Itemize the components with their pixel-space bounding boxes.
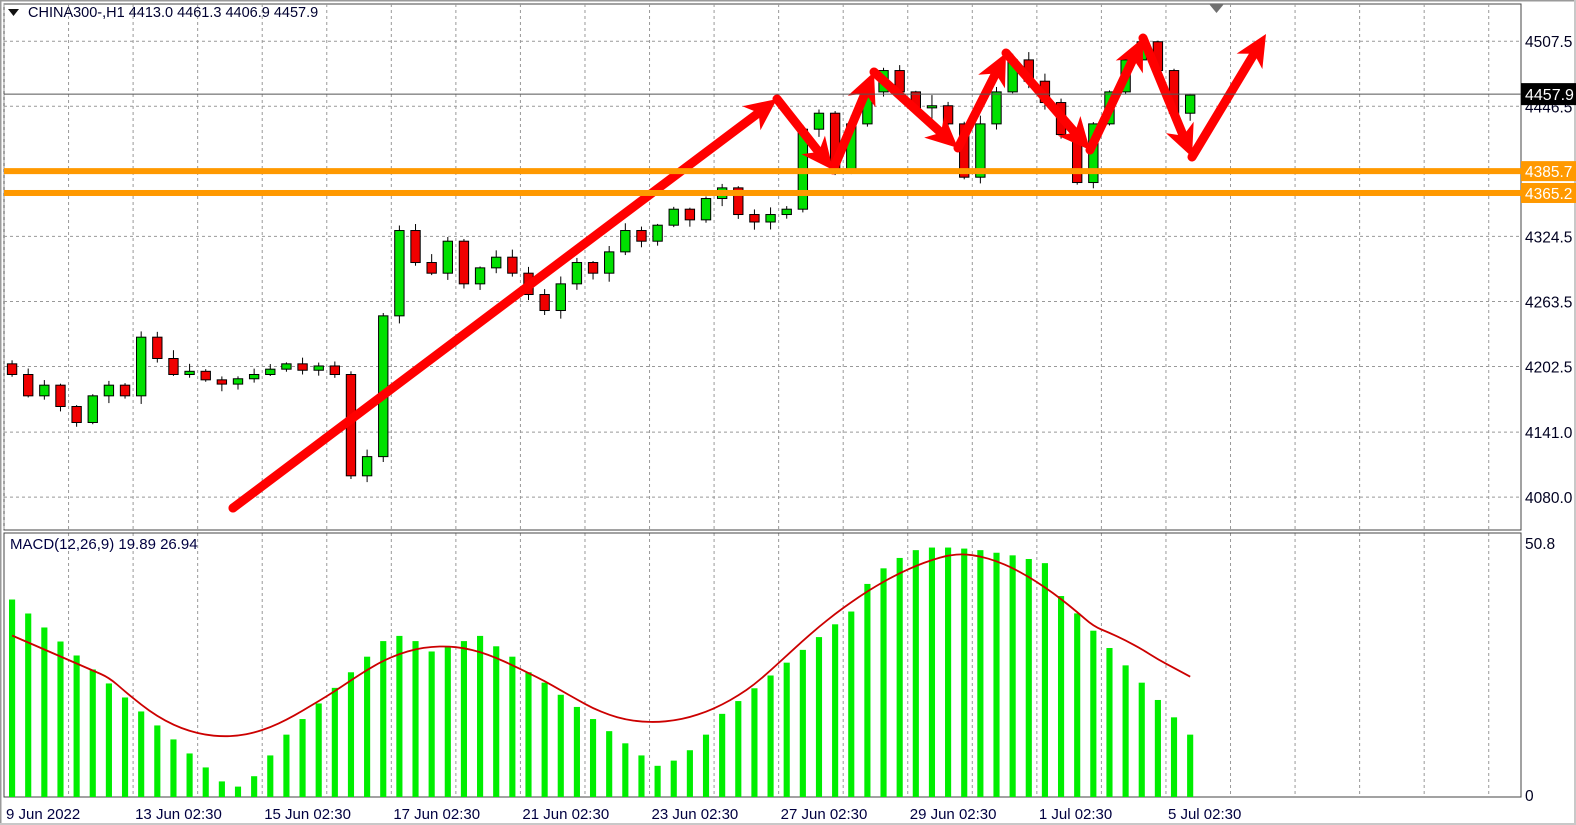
svg-text:50.8: 50.8 [1525, 536, 1555, 553]
svg-text:27 Jun 02:30: 27 Jun 02:30 [781, 806, 868, 823]
svg-text:21 Jun 02:30: 21 Jun 02:30 [522, 806, 609, 823]
svg-text:0: 0 [1525, 788, 1534, 805]
svg-text:23 Jun 02:30: 23 Jun 02:30 [652, 806, 739, 823]
svg-text:CHINA300-,H1 4413.0 4461.3: CHINA300-,H1 4413.0 4461.3 4406.9 4457.9 [28, 5, 318, 21]
svg-text:4202.5: 4202.5 [1525, 360, 1572, 377]
svg-text:13 Jun 02:30: 13 Jun 02:30 [135, 806, 222, 823]
svg-text:4324.5: 4324.5 [1525, 229, 1572, 246]
svg-text:4385.7: 4385.7 [1525, 164, 1572, 181]
svg-text:4457.9: 4457.9 [1525, 87, 1574, 104]
svg-text:4507.5: 4507.5 [1525, 34, 1572, 51]
svg-text:4263.5: 4263.5 [1525, 294, 1572, 311]
svg-text:4365.2: 4365.2 [1525, 186, 1572, 203]
svg-text:29 Jun 02:30: 29 Jun 02:30 [910, 806, 997, 823]
svg-text:9 Jun 2022: 9 Jun 2022 [6, 806, 80, 823]
svg-text:5 Jul 02:30: 5 Jul 02:30 [1168, 806, 1241, 823]
svg-text:1 Jul 02:30: 1 Jul 02:30 [1039, 806, 1112, 823]
svg-text:4080.0: 4080.0 [1525, 490, 1573, 507]
svg-text:15 Jun 02:30: 15 Jun 02:30 [264, 806, 351, 823]
svg-text:17 Jun 02:30: 17 Jun 02:30 [393, 806, 480, 823]
svg-text:4141.0: 4141.0 [1525, 425, 1573, 442]
svg-text:MACD(12,26,9) 19.89 26.94: MACD(12,26,9) 19.89 26.94 [10, 536, 198, 553]
